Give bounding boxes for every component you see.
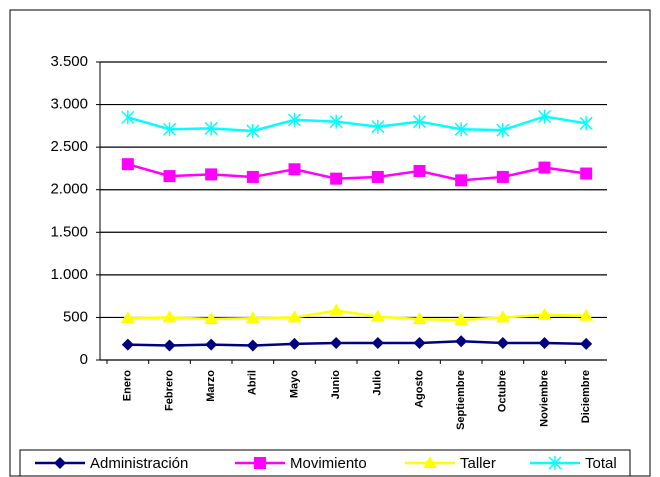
chart-frame — [9, 9, 651, 477]
marker — [538, 161, 551, 174]
marker — [454, 122, 468, 137]
x-tick-label: Junio — [330, 370, 342, 400]
legend-label: Total — [585, 455, 617, 472]
marker — [120, 311, 135, 324]
legend-label: Taller — [460, 455, 496, 472]
marker — [537, 109, 552, 124]
marker — [371, 119, 385, 134]
marker — [121, 110, 135, 125]
marker — [287, 112, 302, 127]
marker — [455, 174, 468, 187]
marker — [579, 116, 593, 131]
marker — [495, 310, 510, 323]
marker — [538, 336, 551, 349]
x-tick-label: Septiembre — [455, 370, 467, 430]
marker — [330, 336, 343, 349]
y-tick-label: 3.500 — [50, 53, 88, 70]
x-tick-label: Agosto — [413, 370, 425, 408]
x-tick-label: Abril — [247, 370, 259, 395]
marker — [370, 309, 385, 322]
y-tick-label: 3.000 — [50, 96, 88, 113]
marker — [121, 158, 134, 171]
legend-box — [19, 449, 631, 477]
series-line — [127, 162, 587, 182]
marker — [54, 457, 66, 469]
y-tick-label: 500 — [63, 308, 88, 325]
y-tick-label: 0 — [80, 351, 88, 368]
marker — [412, 312, 427, 325]
marker — [371, 170, 384, 183]
marker — [205, 338, 218, 351]
marker — [454, 312, 469, 325]
x-tick-label: Mayo — [288, 370, 300, 398]
marker — [204, 312, 219, 325]
marker — [371, 336, 384, 349]
marker — [580, 167, 593, 180]
marker — [413, 336, 426, 349]
series-line — [127, 340, 587, 347]
x-tick-label: Marzo — [205, 370, 217, 402]
marker — [288, 163, 301, 176]
marker — [204, 121, 218, 136]
x-tick-label: Enero — [122, 370, 134, 401]
series-line — [127, 309, 587, 322]
marker — [537, 307, 552, 320]
y-tick-label: 1.500 — [50, 223, 88, 240]
marker — [413, 164, 426, 177]
x-tick-label: Julio — [372, 370, 384, 396]
marker — [496, 170, 509, 183]
marker — [254, 457, 266, 469]
y-tick-label: 1.000 — [50, 266, 88, 283]
x-tick-label: Octubre — [497, 370, 509, 412]
marker — [329, 114, 343, 129]
marker — [455, 335, 468, 348]
marker — [496, 336, 509, 349]
marker — [496, 123, 510, 138]
x-tick-label: Febrero — [163, 370, 175, 411]
marker — [579, 308, 594, 321]
marker — [330, 172, 343, 185]
marker — [246, 123, 260, 138]
marker — [246, 339, 259, 352]
marker — [246, 170, 259, 183]
marker — [288, 337, 301, 350]
marker — [205, 168, 218, 181]
marker — [162, 310, 177, 323]
marker — [548, 456, 562, 470]
legend-label: Administración — [90, 455, 188, 472]
marker — [245, 311, 260, 324]
marker — [329, 303, 344, 316]
y-tick-label: 2.500 — [50, 138, 88, 155]
marker — [121, 338, 134, 351]
marker — [287, 310, 302, 323]
marker — [163, 170, 176, 183]
series-line — [127, 115, 587, 133]
x-tick-label: Noviembre — [538, 370, 550, 427]
marker — [412, 114, 427, 129]
marker — [423, 456, 437, 468]
legend-label: Movimiento — [290, 455, 367, 472]
marker — [162, 122, 177, 137]
x-tick-label: Diciembre — [580, 370, 592, 423]
marker — [163, 339, 176, 352]
marker — [580, 337, 593, 350]
y-tick-label: 2.000 — [50, 181, 88, 198]
